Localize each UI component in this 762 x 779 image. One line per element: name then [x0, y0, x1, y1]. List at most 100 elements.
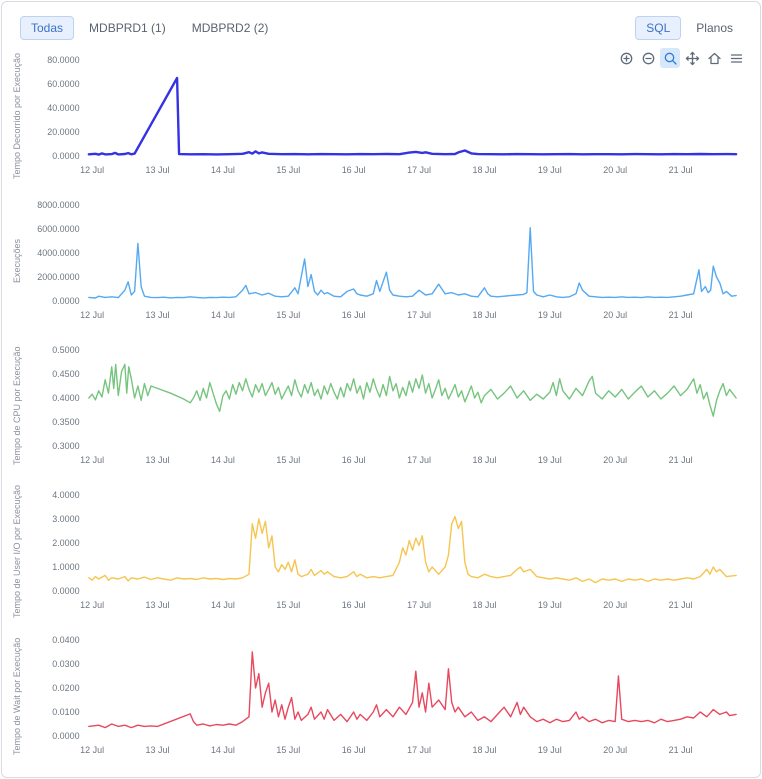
x-tick-label: 12 Jul	[80, 455, 104, 465]
chart-toolbar	[616, 48, 746, 68]
series-line	[88, 363, 737, 417]
instance-tabs: Todas MDBPRD1 (1) MDBPRD2 (2)	[20, 16, 279, 40]
y-tick-label: 6000.0000	[37, 224, 79, 234]
x-tick-label: 18 Jul	[472, 165, 496, 175]
chart-user-io-time-per-execution: Tempo de User I/O por Execução 0.0000 1.0…	[2, 481, 760, 626]
x-tick-label: 15 Jul	[276, 455, 300, 465]
x-tick-label: 16 Jul	[342, 600, 366, 610]
x-tick-label: 20 Jul	[603, 600, 627, 610]
x-tick-label: 17 Jul	[407, 455, 431, 465]
x-tick-label: 16 Jul	[342, 745, 366, 755]
x-tick-label: 20 Jul	[603, 310, 627, 320]
x-tick-label: 18 Jul	[472, 310, 496, 320]
y-axis-label: Tempo de CPU por Execução	[12, 346, 22, 466]
tab-mdbprd1[interactable]: MDBPRD1 (1)	[78, 16, 177, 40]
series-line	[88, 651, 737, 729]
y-tick-label: 3.0000	[52, 514, 79, 524]
series-line	[88, 227, 737, 299]
y-tick-label: 8000.0000	[37, 200, 79, 210]
y-tick-label: 0.0000	[52, 296, 79, 306]
y-tick-label: 1.0000	[52, 562, 79, 572]
x-tick-label: 19 Jul	[538, 165, 562, 175]
x-tick-label: 19 Jul	[538, 310, 562, 320]
reset-home-button[interactable]	[704, 48, 724, 68]
y-axis-label: Tempo de User I/O por Execução	[12, 484, 22, 618]
x-tick-label: 12 Jul	[80, 310, 104, 320]
user-io-time-plot[interactable]: 0.0000 1.0000 2.0000 3.0000 4.0000 12 Jul 13 J…	[2, 481, 760, 626]
pan-icon	[685, 51, 699, 65]
top-bar: Todas MDBPRD1 (1) MDBPRD2 (2) SQL Planos	[2, 2, 760, 46]
x-tick-label: 14 Jul	[211, 165, 235, 175]
y-axis-label: Execuções	[12, 238, 22, 284]
wait-time-plot[interactable]: 0.0000 0.0100 0.0200 0.0300 0.0400 12 Jul 13 J…	[2, 626, 760, 771]
x-tick-label: 21 Jul	[669, 745, 693, 755]
cpu-time-plot[interactable]: 0.3000 0.3500 0.4000 0.4500 0.5000 12 Jul 13 J…	[2, 336, 760, 481]
x-tick-label: 17 Jul	[407, 600, 431, 610]
y-tick-label: 0.3500	[52, 417, 79, 427]
series-line	[88, 515, 737, 584]
x-tick-label: 21 Jul	[669, 165, 693, 175]
chart-elapsed-time-per-execution: Tempo Decorrido por Execução 0.0000 20.00…	[2, 46, 760, 191]
y-tick-label: 0.0300	[52, 659, 79, 669]
x-tick-label: 15 Jul	[276, 745, 300, 755]
charts-area: Tempo Decorrido por Execução 0.0000 20.00…	[2, 46, 760, 771]
x-tick-label: 16 Jul	[342, 310, 366, 320]
chart-wait-time-per-execution: Tempo de Wait por Execução 0.0000 0.0100 0…	[2, 626, 760, 771]
home-icon	[707, 52, 721, 64]
y-tick-label: 0.0100	[52, 707, 79, 717]
box-zoom-icon	[664, 52, 677, 65]
y-tick-label: 20.0000	[47, 127, 79, 137]
series-line	[87, 76, 738, 156]
y-tick-label: 4.0000	[52, 490, 79, 500]
tab-mdbprd2[interactable]: MDBPRD2 (2)	[181, 16, 280, 40]
x-tick-label: 21 Jul	[669, 455, 693, 465]
menu-button[interactable]	[726, 48, 746, 68]
y-axis-label: Tempo de Wait por Execução	[12, 637, 22, 755]
x-tick-label: 15 Jul	[276, 600, 300, 610]
elapsed-time-plot[interactable]: 0.0000 20.0000 40.0000 60.0000 80.0000 12 Jul…	[2, 46, 760, 191]
executions-plot[interactable]: 0.0000 2000.0000 4000.0000 6000.0000 8000.00…	[2, 191, 760, 336]
chart-executions: Execuções 0.0000 2000.0000 4000.0000 6000.0…	[2, 191, 760, 336]
y-tick-label: 2000.0000	[37, 272, 79, 282]
menu-icon	[730, 53, 742, 63]
x-tick-label: 12 Jul	[80, 745, 104, 755]
y-axis-label: Tempo Decorrido por Execução	[12, 52, 22, 180]
x-tick-label: 13 Jul	[146, 600, 170, 610]
y-tick-label: 4000.0000	[37, 248, 79, 258]
zoom-in-button[interactable]	[616, 48, 636, 68]
tab-todas[interactable]: Todas	[20, 16, 75, 40]
x-tick-label: 18 Jul	[472, 600, 496, 610]
zoom-out-button[interactable]	[638, 48, 658, 68]
x-tick-label: 12 Jul	[80, 600, 104, 610]
y-tick-label: 0.0000	[52, 586, 79, 596]
tab-sql[interactable]: SQL	[635, 16, 682, 40]
x-tick-label: 19 Jul	[538, 745, 562, 755]
box-zoom-button[interactable]	[660, 48, 680, 68]
x-tick-label: 19 Jul	[538, 455, 562, 465]
y-tick-label: 0.4500	[52, 369, 79, 379]
x-tick-label: 15 Jul	[276, 165, 300, 175]
x-tick-label: 17 Jul	[407, 745, 431, 755]
x-tick-label: 14 Jul	[211, 745, 235, 755]
pan-button[interactable]	[682, 48, 702, 68]
x-tick-label: 16 Jul	[342, 165, 366, 175]
y-tick-label: 0.0400	[52, 635, 79, 645]
y-tick-label: 2.0000	[52, 538, 79, 548]
x-tick-label: 14 Jul	[211, 455, 235, 465]
x-tick-label: 16 Jul	[342, 455, 366, 465]
y-tick-label: 0.5000	[52, 345, 79, 355]
x-tick-label: 20 Jul	[603, 455, 627, 465]
y-tick-label: 0.0200	[52, 683, 79, 693]
chart-cpu-time-per-execution: Tempo de CPU por Execução 0.3000 0.3500 0.…	[2, 336, 760, 481]
zoom-out-icon	[642, 52, 654, 64]
x-tick-label: 18 Jul	[472, 745, 496, 755]
x-tick-label: 21 Jul	[669, 600, 693, 610]
x-tick-label: 18 Jul	[472, 455, 496, 465]
x-tick-label: 20 Jul	[603, 745, 627, 755]
x-tick-label: 14 Jul	[211, 310, 235, 320]
x-tick-label: 12 Jul	[80, 165, 104, 175]
x-tick-label: 19 Jul	[538, 600, 562, 610]
tab-planos[interactable]: Planos	[685, 16, 744, 40]
y-tick-label: 60.0000	[47, 79, 79, 89]
